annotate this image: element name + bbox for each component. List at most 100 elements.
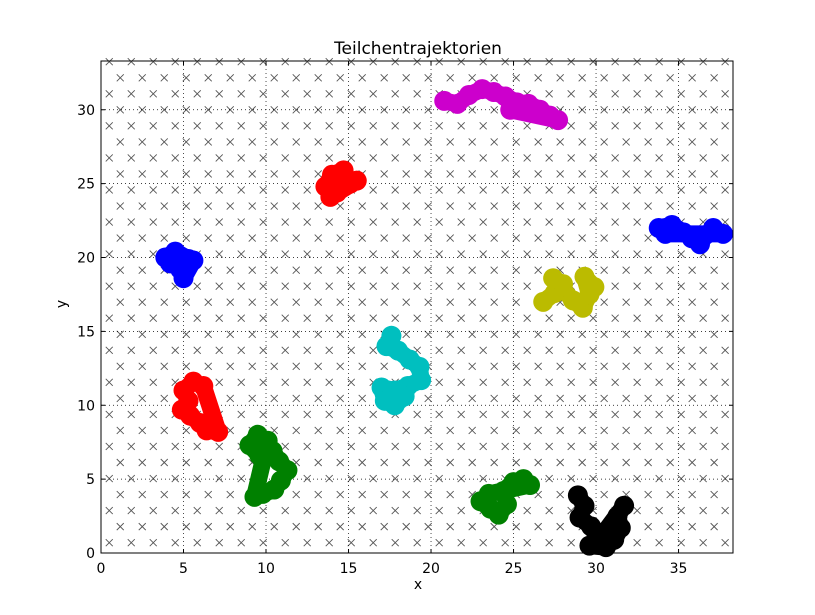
- lattice-marker: [160, 458, 169, 467]
- lattice-marker: [215, 538, 224, 547]
- lattice-marker: [149, 474, 158, 483]
- trajectory-series: [648, 215, 734, 255]
- lattice-marker: [457, 282, 466, 290]
- lattice-marker: [578, 330, 586, 339]
- lattice-marker: [325, 506, 334, 515]
- lattice-marker: [633, 250, 641, 258]
- lattice-marker: [402, 202, 411, 210]
- lattice-marker: [644, 106, 652, 114]
- lattice-marker: [633, 57, 641, 66]
- lattice-marker: [710, 266, 718, 274]
- lattice-marker: [259, 186, 268, 194]
- lattice-marker: [457, 250, 466, 258]
- lattice-marker: [105, 506, 114, 515]
- lattice-marker: [116, 73, 125, 82]
- lattice-marker: [501, 57, 510, 66]
- lattice-marker: [512, 170, 520, 178]
- lattice-marker: [380, 202, 389, 210]
- lattice-marker: [666, 362, 674, 371]
- lattice-marker: [622, 458, 630, 467]
- lattice-marker: [292, 522, 301, 531]
- lattice-marker: [600, 170, 608, 178]
- lattice-marker: [468, 73, 477, 82]
- lattice-marker: [314, 170, 323, 178]
- lattice-marker: [677, 474, 685, 483]
- lattice-marker: [380, 106, 389, 114]
- lattice-marker: [380, 266, 389, 274]
- lattice-marker: [204, 330, 213, 339]
- lattice-marker: [622, 394, 630, 403]
- lattice-marker: [116, 330, 125, 339]
- lattice-marker: [633, 122, 641, 130]
- lattice-marker: [622, 266, 630, 274]
- lattice-marker: [116, 394, 125, 403]
- lattice-marker: [171, 57, 180, 66]
- lattice-marker: [710, 394, 718, 403]
- lattice-marker: [248, 330, 257, 339]
- lattice-marker: [699, 186, 707, 194]
- lattice-marker: [281, 122, 290, 130]
- lattice-marker: [226, 73, 235, 82]
- lattice-marker: [446, 266, 455, 274]
- lattice-marker: [116, 234, 125, 242]
- lattice-marker: [424, 426, 433, 435]
- lattice-marker: [611, 442, 619, 451]
- lattice-marker: [171, 186, 180, 194]
- lattice-marker: [479, 346, 488, 355]
- lattice-marker: [105, 57, 114, 66]
- lattice-marker: [127, 89, 136, 98]
- lattice-marker: [325, 218, 334, 226]
- lattice-marker: [721, 154, 729, 162]
- lattice-marker: [556, 458, 564, 467]
- lattice-marker: [314, 330, 323, 339]
- lattice-marker: [567, 346, 575, 355]
- lattice-marker: [523, 538, 531, 547]
- lattice-marker: [435, 442, 444, 451]
- lattice-marker: [457, 506, 466, 515]
- lattice-marker: [424, 458, 433, 467]
- lattice-marker: [193, 282, 202, 290]
- lattice-marker: [270, 362, 279, 371]
- lattice-marker: [105, 186, 114, 194]
- lattice-marker: [281, 410, 290, 419]
- lattice-marker: [710, 202, 718, 210]
- lattice-marker: [347, 218, 356, 226]
- lattice-marker: [347, 154, 356, 162]
- lattice-marker: [721, 346, 729, 355]
- y-tick-label: 20: [77, 251, 95, 267]
- lattice-marker: [490, 202, 499, 210]
- lattice-marker: [270, 106, 279, 114]
- lattice-marker: [710, 298, 718, 307]
- lattice-marker: [490, 73, 499, 82]
- lattice-marker: [127, 314, 136, 323]
- lattice-marker: [710, 170, 718, 178]
- lattice-marker: [468, 298, 477, 307]
- trajectory-point: [160, 253, 181, 274]
- lattice-marker: [193, 538, 202, 547]
- lattice-marker: [160, 138, 169, 146]
- lattice-marker: [677, 122, 685, 130]
- lattice-marker: [710, 490, 718, 499]
- lattice-marker: [468, 458, 477, 467]
- lattice-marker: [237, 122, 246, 130]
- lattice-marker: [435, 250, 444, 258]
- lattice-marker: [182, 490, 191, 499]
- lattice-marker: [204, 298, 213, 307]
- lattice-marker: [600, 458, 608, 467]
- lattice-marker: [424, 490, 433, 499]
- lattice-marker: [391, 250, 400, 258]
- lattice-marker: [325, 410, 334, 419]
- lattice-marker: [611, 186, 619, 194]
- lattice-marker: [644, 234, 652, 242]
- lattice-marker: [369, 250, 378, 258]
- lattice-marker: [479, 538, 488, 547]
- lattice-marker: [292, 490, 301, 499]
- lattice-marker: [589, 57, 597, 66]
- lattice-marker: [270, 138, 279, 146]
- lattice-marker: [490, 138, 499, 146]
- lattice-marker: [578, 138, 586, 146]
- lattice-marker: [545, 346, 553, 355]
- lattice-marker: [655, 186, 663, 194]
- lattice-marker: [204, 170, 213, 178]
- lattice-marker: [512, 330, 520, 339]
